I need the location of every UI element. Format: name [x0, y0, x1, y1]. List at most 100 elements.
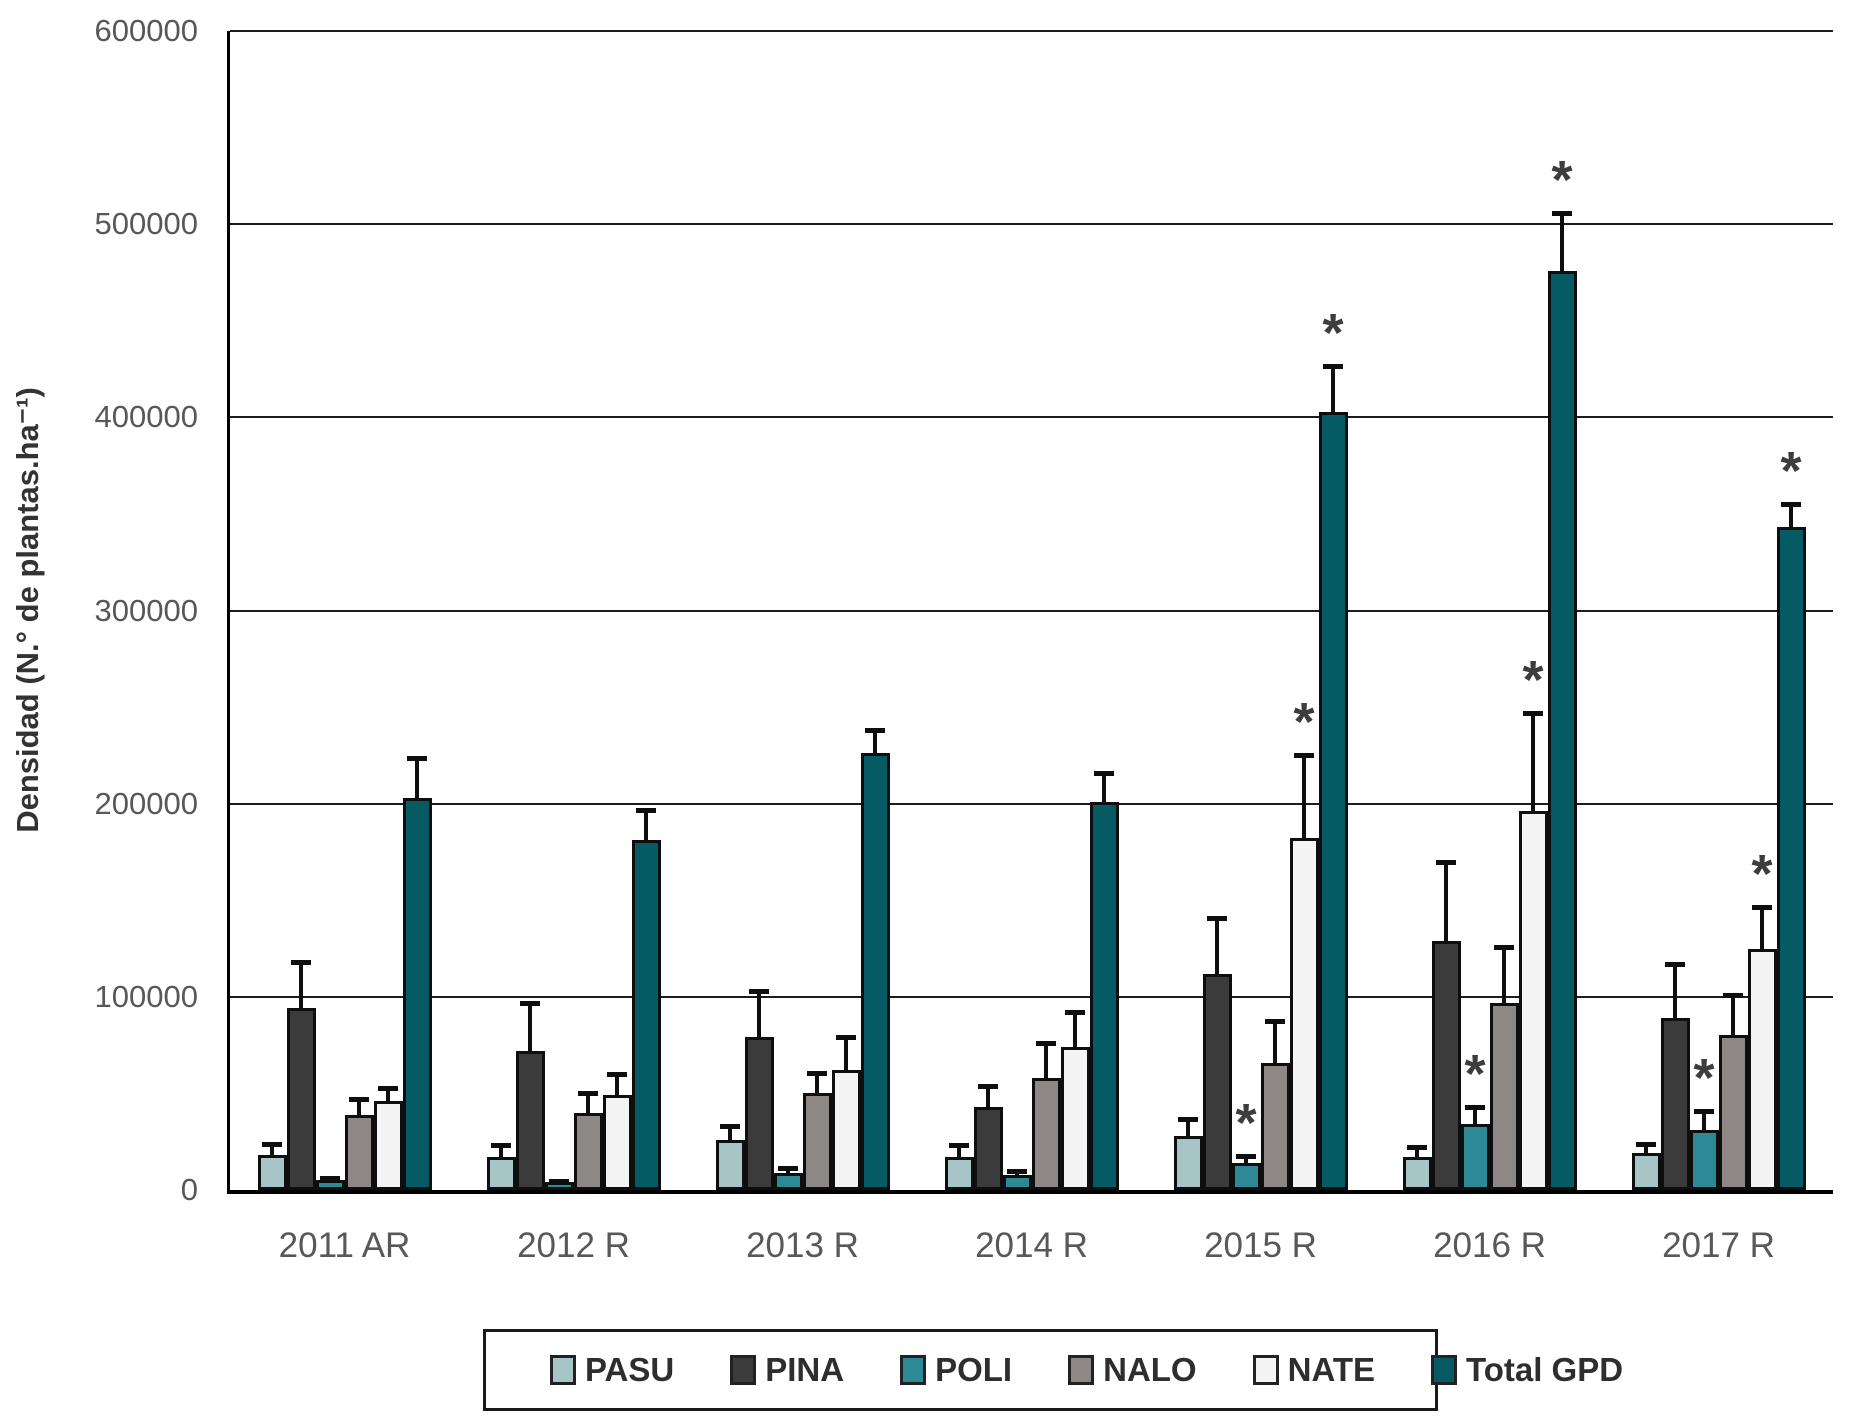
gridline-500000: [230, 223, 1833, 226]
error-bar-cap: [978, 1084, 998, 1089]
error-bar-line: [1186, 1117, 1190, 1138]
error-bar: [807, 1071, 827, 1095]
legend: PASU PINA POLI NALO NATE Total GPD: [483, 1329, 1623, 1411]
y-tick-label: 100000: [94, 978, 198, 1014]
error-bar: [949, 1143, 969, 1159]
error-bar-cap: [1178, 1117, 1198, 1122]
legend-item-pina: PINA: [730, 1351, 844, 1389]
error-bar: [836, 1035, 856, 1072]
error-bar: [378, 1086, 398, 1103]
error-bar-line: [844, 1035, 848, 1072]
error-bar-line: [815, 1071, 819, 1095]
error-bar-cap: [1007, 1169, 1027, 1174]
error-bar-cap: [836, 1035, 856, 1040]
error-bar-line: [1473, 1105, 1477, 1126]
group-2012-r: [459, 31, 688, 1190]
error-bar-cap: [1207, 916, 1227, 921]
error-bar-cap: [1523, 711, 1543, 716]
bar-nate-2013: [831, 1070, 861, 1190]
error-bar-line: [615, 1072, 619, 1097]
error-bar-line: [728, 1124, 732, 1142]
error-bar-line: [357, 1097, 361, 1117]
error-bar-cap: [262, 1142, 282, 1147]
bar-nate-2012: [602, 1095, 632, 1190]
error-bar: [749, 989, 769, 1039]
x-tick-label-2014: 2014 R: [975, 1226, 1088, 1265]
error-bar: [1207, 916, 1227, 976]
error-bar-cap: [636, 808, 656, 813]
bar-nalo-2014: [1031, 1078, 1061, 1190]
bar-poli-2014: [1002, 1175, 1032, 1190]
error-bar: [1094, 771, 1114, 804]
bar-total-gpd-2012: [631, 840, 661, 1190]
error-bar-cap: [1265, 1019, 1285, 1024]
error-bar-line: [1302, 753, 1306, 840]
significance-asterisk: *: [1780, 441, 1802, 501]
error-bar-line: [1644, 1142, 1648, 1155]
error-bar-line: [1215, 916, 1219, 976]
legend-item-total-gpd: Total GPD: [1431, 1351, 1623, 1389]
y-tick-label: 200000: [94, 785, 198, 821]
bar-total-gpd-2013: [860, 753, 890, 1190]
error-bar-cap: [807, 1071, 827, 1076]
error-bar: [349, 1097, 369, 1117]
bar-nate-2015: [1289, 838, 1319, 1190]
error-bar-line: [499, 1143, 503, 1159]
significance-asterisk: *: [1322, 303, 1344, 363]
significance-asterisk: *: [1751, 844, 1773, 904]
error-bar: [865, 728, 885, 755]
error-bar: [549, 1179, 569, 1184]
bar-poli-2013: [773, 1173, 803, 1190]
error-bar-line: [415, 756, 419, 800]
x-tick-label-2015: 2015 R: [1204, 1226, 1317, 1265]
error-bar-cap: [320, 1176, 340, 1181]
error-bar-line: [1531, 711, 1535, 813]
error-bar: [1407, 1145, 1427, 1159]
error-bar-line: [1673, 962, 1677, 1020]
error-bar-cap: [407, 756, 427, 761]
legend-label: NATE: [1287, 1351, 1375, 1388]
bar-nalo-2017: [1718, 1035, 1748, 1190]
error-bar-line: [1415, 1145, 1419, 1159]
error-bar-cap: [1294, 753, 1314, 758]
bar-poli-2016: [1460, 1124, 1490, 1190]
x-tick-label-2017: 2017 R: [1662, 1226, 1775, 1265]
bar-pina-2012: [515, 1051, 545, 1190]
error-bar: [720, 1124, 740, 1142]
error-bar-line: [986, 1084, 990, 1109]
legend-swatch-poli: [900, 1355, 927, 1385]
error-bar-line: [957, 1143, 961, 1159]
error-bar: [1065, 1010, 1085, 1049]
bar-pina-2014: [973, 1107, 1003, 1190]
error-bar-cap: [1723, 993, 1743, 998]
error-bar-cap: [1407, 1145, 1427, 1150]
error-bar-line: [1331, 364, 1335, 414]
bar-total-gpd-2011: [402, 798, 432, 1190]
error-bar: [1752, 905, 1772, 951]
legend-item-pasu: PASU: [550, 1351, 674, 1389]
bar-nate-2014: [1060, 1047, 1090, 1190]
error-bar-line: [1760, 905, 1764, 951]
error-bar-line: [386, 1086, 390, 1103]
legend-label: Total GPD: [1466, 1351, 1624, 1388]
error-bar: [1465, 1105, 1485, 1126]
legend-item-nalo: NALO: [1068, 1351, 1197, 1389]
error-bar-cap: [1636, 1142, 1656, 1147]
bar-pasu-2012: [486, 1157, 516, 1190]
error-bar-cap: [607, 1072, 627, 1077]
significance-asterisk: *: [1464, 1044, 1486, 1104]
bar-pasu-2011: [257, 1155, 287, 1190]
error-bar-line: [1044, 1041, 1048, 1080]
legend-item-nate: NATE: [1252, 1351, 1375, 1389]
x-tick-label-2016: 2016 R: [1433, 1226, 1546, 1265]
error-bar: [1178, 1117, 1198, 1138]
significance-asterisk: *: [1522, 650, 1544, 710]
legend-label: POLI: [935, 1351, 1013, 1388]
error-bar-line: [644, 808, 648, 842]
error-bar: [1436, 860, 1456, 943]
bar-poli-2017: [1689, 1130, 1719, 1190]
error-bar: [291, 960, 311, 1010]
bar-pina-2011: [286, 1008, 316, 1190]
bar-nalo-2015: [1260, 1063, 1290, 1190]
